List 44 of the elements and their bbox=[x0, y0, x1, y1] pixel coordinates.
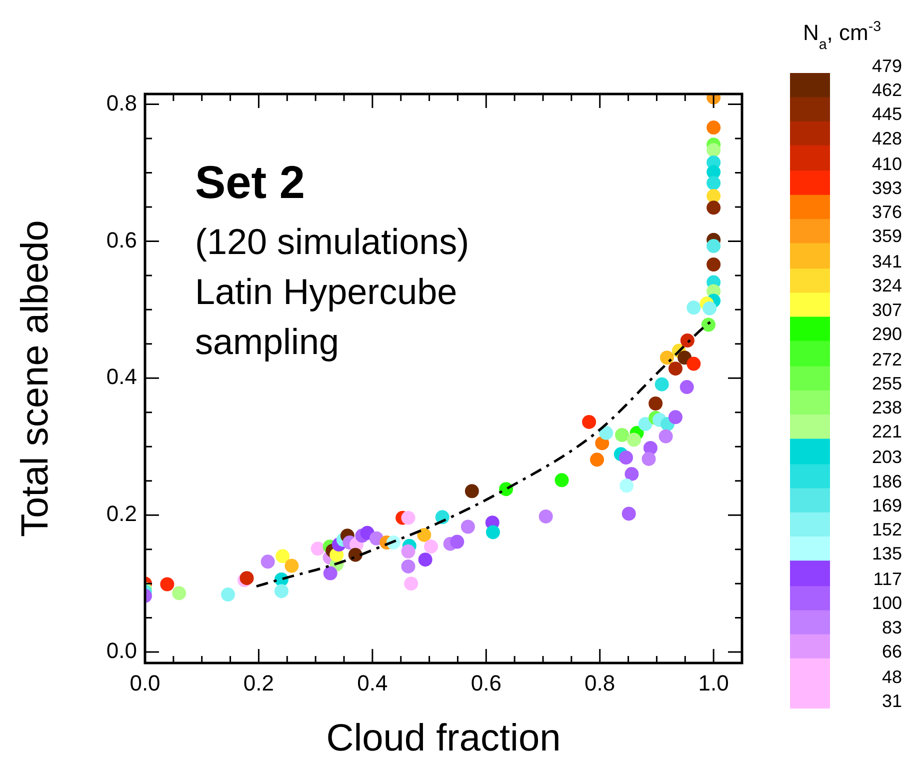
color-bar-label: 152 bbox=[872, 519, 902, 540]
color-bar-label: 272 bbox=[872, 349, 902, 370]
color-bar-label: 83 bbox=[882, 617, 902, 638]
color-bar-label: 290 bbox=[872, 324, 902, 344]
color-bar-label: 100 bbox=[872, 593, 902, 614]
color-bar-label: 445 bbox=[872, 104, 902, 124]
color-bar-label: 462 bbox=[872, 80, 902, 100]
annotation: sampling bbox=[195, 321, 340, 362]
color-bar-label: 479 bbox=[872, 56, 902, 76]
y-axis-title: Total scene albedo bbox=[14, 220, 56, 537]
color-bar-label: 169 bbox=[872, 495, 902, 516]
y-tick-label: 0.0 bbox=[106, 638, 137, 664]
x-tick-label: 0.8 bbox=[584, 670, 616, 696]
color-bar-label: 117 bbox=[873, 569, 902, 590]
color-bar-label: 393 bbox=[872, 178, 902, 198]
color-bar-label: 48 bbox=[882, 666, 902, 687]
color-bar-label: 324 bbox=[872, 276, 902, 296]
color-bar-label: 31 bbox=[882, 690, 902, 711]
annotation: (120 simulations) bbox=[195, 221, 470, 262]
color-bar-label: 255 bbox=[872, 373, 902, 394]
color-bar-label: 410 bbox=[872, 154, 902, 174]
x-axis-title: Cloud fraction bbox=[326, 718, 561, 760]
x-tick-label: 0.0 bbox=[130, 670, 160, 696]
color-bar-label: 341 bbox=[872, 252, 902, 272]
color-bar-label: 359 bbox=[872, 226, 902, 246]
x-tick-label: 0.4 bbox=[357, 670, 388, 696]
annotation: Set 2 bbox=[195, 156, 305, 208]
y-tick-label: 0.4 bbox=[106, 364, 137, 390]
x-tick-label: 1.0 bbox=[698, 670, 729, 696]
y-tick-label: 0.8 bbox=[106, 90, 137, 116]
color-bar-label: 135 bbox=[872, 544, 902, 564]
y-tick-label: 0.2 bbox=[106, 501, 137, 526]
color-bar-label: 221 bbox=[872, 422, 902, 442]
color-bar-label: 186 bbox=[872, 471, 902, 492]
color-bar-label: 238 bbox=[872, 398, 902, 418]
x-tick-label: 0.2 bbox=[243, 670, 274, 696]
color-bar-label: 66 bbox=[882, 641, 902, 662]
color-bar-label: 376 bbox=[872, 202, 902, 222]
color-bar-label: 428 bbox=[872, 128, 902, 148]
annotation: Latin Hypercube bbox=[195, 271, 458, 312]
x-tick-label: 0.6 bbox=[470, 670, 502, 696]
color-bar-label: 307 bbox=[872, 300, 902, 320]
color-bar-label: 203 bbox=[872, 447, 902, 468]
y-tick-label: 0.6 bbox=[106, 227, 137, 252]
